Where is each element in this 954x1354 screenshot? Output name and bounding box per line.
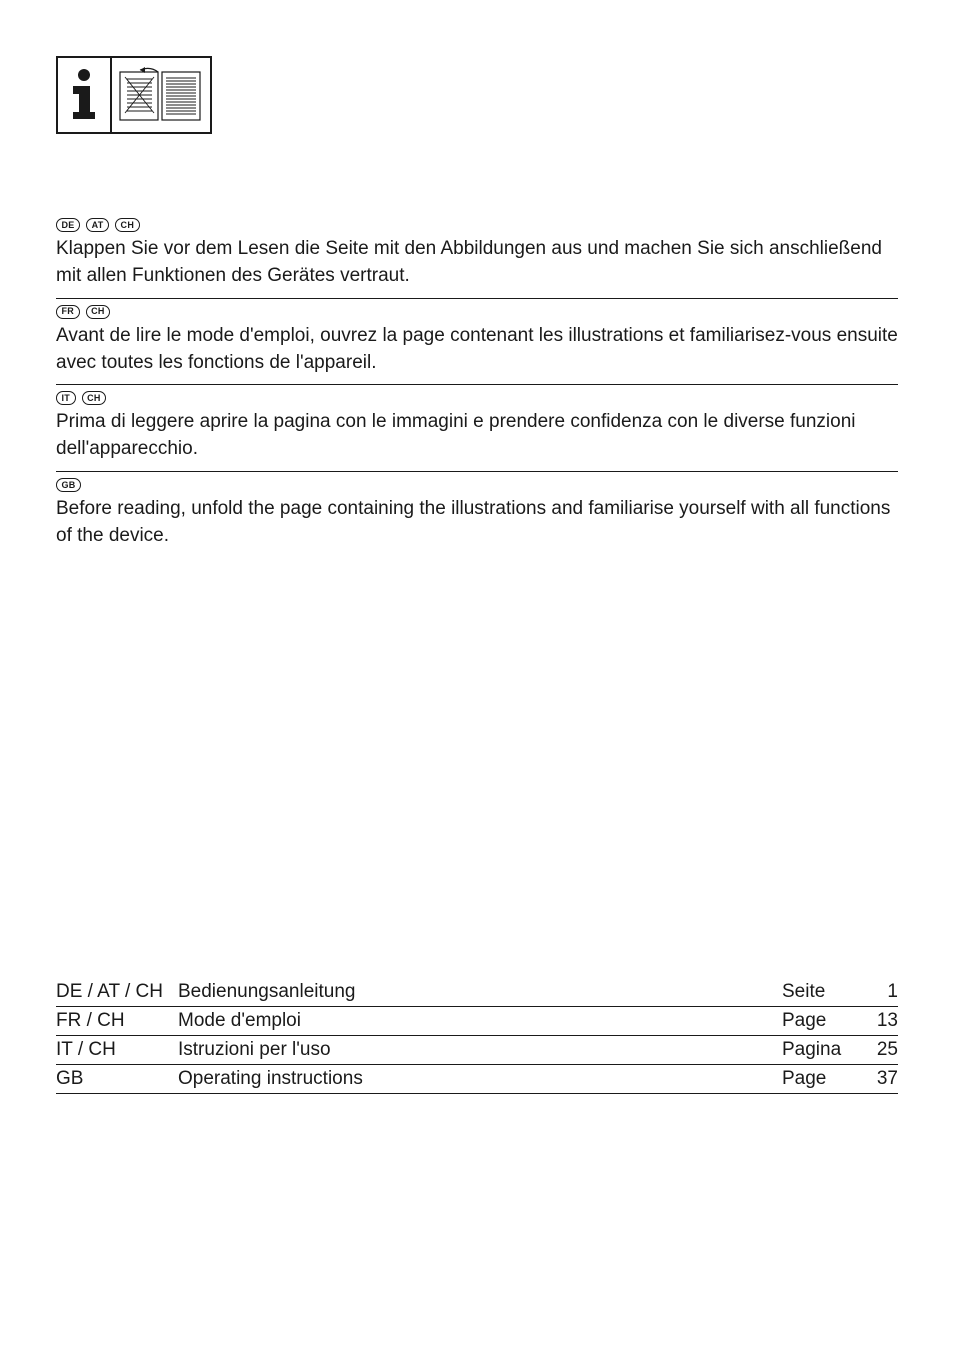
toc-lang: IT / CH (56, 1039, 178, 1061)
badge-gb: GB (56, 478, 81, 492)
toc-pglabel: Page (782, 1010, 862, 1032)
toc-row: FR / CH Mode d'emploi Page 13 (56, 1007, 898, 1036)
toc-title: Operating instructions (178, 1068, 782, 1090)
text-fr: Avant de lire le mode d'emploi, ouvrez l… (56, 323, 898, 377)
toc-title: Mode d'emploi (178, 1010, 782, 1032)
badges-de: DE AT CH (56, 218, 898, 232)
info-i-icon (69, 68, 99, 122)
badge-de: DE (56, 218, 80, 232)
toc-title: Bedienungsanleitung (178, 981, 782, 1003)
text-it: Prima di leggere aprire la pagina con le… (56, 409, 898, 463)
toc-lang: DE / AT / CH (56, 981, 178, 1003)
section-it: IT CH Prima di leggere aprire la pagina … (56, 385, 898, 472)
info-booklet-cell (112, 58, 210, 132)
toc-pgnum: 1 (862, 981, 898, 1003)
toc-pgnum: 37 (862, 1068, 898, 1090)
badge-it: IT (56, 391, 76, 405)
badge-ch: CH (82, 391, 107, 405)
toc-row: DE / AT / CH Bedienungsanleitung Seite 1 (56, 978, 898, 1007)
badge-at: AT (86, 218, 109, 232)
booklet-icon (118, 66, 204, 124)
badge-ch: CH (115, 218, 140, 232)
toc-title: Istruzioni per l'uso (178, 1039, 782, 1061)
section-gb: GB Before reading, unfold the page conta… (56, 472, 898, 558)
toc-pgnum: 13 (862, 1010, 898, 1032)
toc-pglabel: Page (782, 1068, 862, 1090)
toc-pglabel: Seite (782, 981, 862, 1003)
toc-row: GB Operating instructions Page 37 (56, 1065, 898, 1094)
info-icon-box (56, 56, 212, 134)
toc-lang: GB (56, 1068, 178, 1090)
badges-fr: FR CH (56, 305, 898, 319)
badge-fr: FR (56, 305, 80, 319)
text-gb: Before reading, unfold the page containi… (56, 496, 898, 550)
info-i-cell (58, 58, 112, 132)
badges-gb: GB (56, 478, 898, 492)
section-de: DE AT CH Klappen Sie vor dem Lesen die S… (56, 212, 898, 299)
text-de: Klappen Sie vor dem Lesen die Seite mit … (56, 236, 898, 290)
toc-lang: FR / CH (56, 1010, 178, 1032)
language-sections: DE AT CH Klappen Sie vor dem Lesen die S… (56, 212, 898, 558)
toc-pglabel: Pagina (782, 1039, 862, 1061)
section-fr: FR CH Avant de lire le mode d'emploi, ou… (56, 299, 898, 386)
toc-pgnum: 25 (862, 1039, 898, 1061)
badges-it: IT CH (56, 391, 898, 405)
badge-ch: CH (86, 305, 111, 319)
toc-row: IT / CH Istruzioni per l'uso Pagina 25 (56, 1036, 898, 1065)
table-of-contents: DE / AT / CH Bedienungsanleitung Seite 1… (56, 978, 898, 1094)
